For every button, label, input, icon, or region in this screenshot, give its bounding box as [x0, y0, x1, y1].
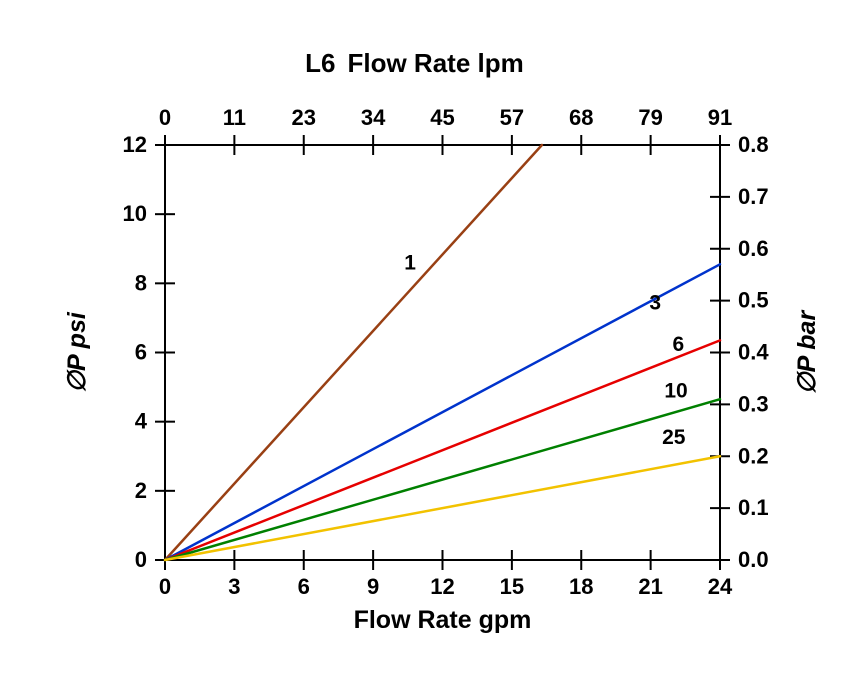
x-bottom-tick-label: 24	[708, 574, 733, 599]
y-left-tick-label: 6	[135, 340, 147, 365]
x-top-tick-label: 0	[159, 105, 171, 130]
y-right-tick-label: 0.4	[738, 340, 769, 365]
y-right-tick-label: 0.1	[738, 495, 769, 520]
x-bottom-label: Flow Rate gpm	[354, 606, 532, 634]
y-right-tick-label: 0.3	[738, 391, 769, 416]
y-left-tick-label: 8	[135, 270, 147, 295]
x-bottom-tick-label: 6	[298, 574, 310, 599]
y-right-tick-label: 0.6	[738, 236, 769, 261]
y-left-tick-label: 4	[135, 409, 148, 434]
series-label-25: 25	[662, 426, 686, 449]
x-top-tick-label: 79	[638, 105, 662, 130]
y-right-tick-label: 0.7	[738, 184, 769, 209]
series-label-10: 10	[664, 379, 687, 402]
y-right-tick-label: 0.8	[738, 132, 769, 157]
series-label-6: 6	[673, 333, 685, 356]
x-top-tick-label: 91	[708, 105, 732, 130]
x-bottom-tick-label: 18	[569, 574, 593, 599]
x-top-tick-label: 11	[223, 105, 246, 130]
series-label-1: 1	[404, 252, 416, 275]
x-bottom-tick-label: 12	[430, 574, 454, 599]
x-bottom-tick-label: 15	[500, 574, 524, 599]
x-top-tick-label: 45	[430, 105, 454, 130]
x-bottom-tick-label: 3	[228, 574, 240, 599]
x-bottom-tick-label: 0	[159, 574, 171, 599]
y-right-tick-label: 0.2	[738, 443, 769, 468]
x-top-tick-label: 34	[361, 105, 386, 130]
y-right-tick-label: 0.5	[738, 288, 769, 313]
x-top-tick-label: 23	[292, 105, 316, 130]
chart-title-l6: L6	[305, 48, 335, 78]
y-left-tick-label: 12	[123, 132, 147, 157]
y-right-tick-label: 0.0	[738, 547, 769, 572]
series-label-3: 3	[649, 291, 661, 314]
y-left-tick-label: 2	[135, 478, 147, 503]
chart-title-flowrate-lpm: Flow Rate lpm	[348, 48, 524, 78]
x-top-tick-label: 68	[569, 105, 593, 130]
x-bottom-tick-label: 9	[367, 574, 379, 599]
pressure-flow-chart: 03691215182124 01123344557687991 0246810…	[0, 0, 848, 678]
y-left-tick-label: 10	[123, 201, 147, 226]
x-bottom-tick-label: 21	[638, 574, 662, 599]
x-top-tick-label: 57	[500, 105, 524, 130]
y-left-label: ∅P psi	[63, 311, 91, 393]
y-left-tick-label: 0	[135, 547, 147, 572]
y-right-label: ∅P bar	[793, 310, 821, 395]
